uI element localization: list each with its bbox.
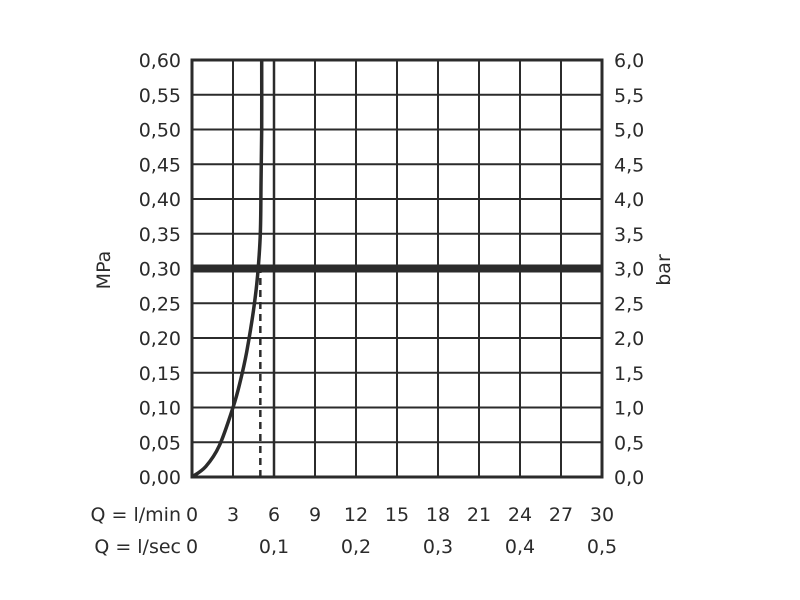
x-tick-lmin: 21 <box>467 504 491 526</box>
reference-lines <box>192 60 602 477</box>
x-axis-lmin-label: Q = l/min <box>91 504 181 526</box>
right-axis-title: bar <box>653 254 675 286</box>
x-tick-lsec: 0,1 <box>259 536 289 558</box>
left-tick-label: 0,10 <box>139 398 181 420</box>
right-tick-label: 3,5 <box>614 224 644 246</box>
right-tick-label: 6,0 <box>614 50 644 72</box>
left-tick-label: 0,15 <box>139 363 181 385</box>
x-axis-lsec-label: Q = l/sec <box>94 536 181 558</box>
x-axis-lsec-ticks: 0 0,1 0,2 0,3 0,4 0,5 <box>186 536 617 558</box>
x-tick-lmin: 12 <box>344 504 368 526</box>
right-tick-label: 0,0 <box>614 467 644 489</box>
x-tick-lmin: 27 <box>549 504 573 526</box>
x-tick-lsec: 0 <box>186 536 198 558</box>
right-axis-ticks: 0,0 0,5 1,0 1,5 2,0 2,5 3,0 3,5 4,0 4,5 5,0 5,5 6,0 <box>614 50 644 489</box>
right-tick-label: 4,5 <box>614 154 644 176</box>
right-tick-label: 1,5 <box>614 363 644 385</box>
flow-curve <box>190 59 264 479</box>
left-tick-label: 0,00 <box>139 467 181 489</box>
left-tick-label: 0,35 <box>139 224 181 246</box>
x-tick-lmin: 3 <box>227 504 239 526</box>
x-tick-lmin: 6 <box>268 504 280 526</box>
left-tick-label: 0,50 <box>139 120 181 142</box>
left-tick-label: 0,20 <box>139 328 181 350</box>
left-axis-ticks: 0,00 0,05 0,10 0,15 0,20 0,25 0,30 0,35 0,40 0,45… <box>139 50 181 489</box>
x-tick-lsec: 0,3 <box>423 536 453 558</box>
right-tick-label: 2,0 <box>614 328 644 350</box>
left-tick-label: 0,60 <box>139 50 181 72</box>
right-tick-label: 0,5 <box>614 432 644 454</box>
x-tick-lmin: 24 <box>508 504 532 526</box>
x-tick-lmin: 15 <box>385 504 409 526</box>
right-tick-label: 3,0 <box>614 259 644 281</box>
left-tick-label: 0,05 <box>139 432 181 454</box>
left-tick-label: 0,30 <box>139 259 181 281</box>
right-tick-label: 5,5 <box>614 85 644 107</box>
x-tick-lmin: 18 <box>426 504 450 526</box>
left-axis-title: MPa <box>93 251 115 290</box>
x-tick-lmin: 30 <box>590 504 614 526</box>
left-tick-label: 0,55 <box>139 85 181 107</box>
x-tick-lmin: 0 <box>186 504 198 526</box>
left-tick-label: 0,45 <box>139 154 181 176</box>
right-tick-label: 2,5 <box>614 293 644 315</box>
left-tick-label: 0,40 <box>139 189 181 211</box>
x-tick-lmin: 9 <box>309 504 321 526</box>
right-tick-label: 1,0 <box>614 398 644 420</box>
right-tick-label: 4,0 <box>614 189 644 211</box>
x-tick-lsec: 0,5 <box>587 536 617 558</box>
left-tick-label: 0,25 <box>139 293 181 315</box>
x-tick-lsec: 0,2 <box>341 536 371 558</box>
x-axis-lmin-ticks: 0 3 6 9 12 15 18 21 24 27 30 <box>186 504 614 526</box>
right-tick-label: 5,0 <box>614 120 644 142</box>
x-tick-lsec: 0,4 <box>505 536 535 558</box>
